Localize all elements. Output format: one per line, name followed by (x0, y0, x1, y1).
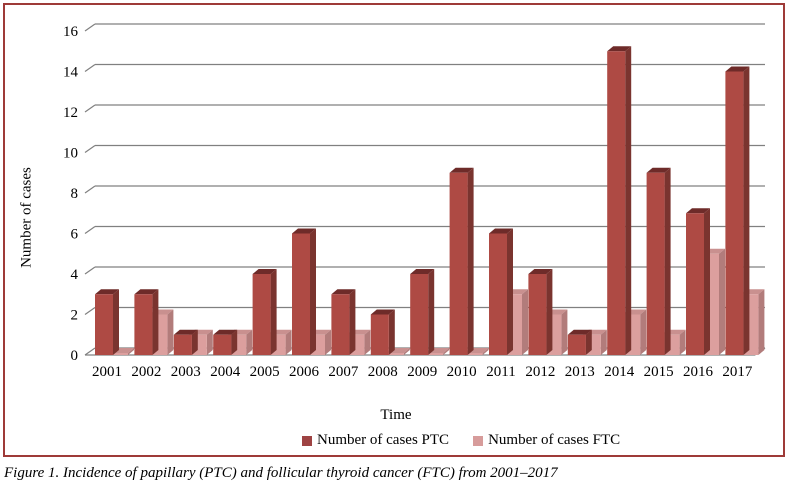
figure-caption: Figure 1. Incidence of papillary (PTC) a… (4, 465, 558, 481)
legend-item-ptc: Number of cases PTC (302, 432, 449, 449)
legend-item-ftc: Number of cases FTC (473, 432, 620, 449)
legend-label-ptc: Number of cases PTC (317, 432, 450, 448)
ftc-legend-swatch-icon (473, 435, 484, 446)
ptc-legend-swatch-icon (302, 435, 312, 446)
x-axis-title: Time (380, 407, 412, 423)
legend-label-ftc: Number of cases FTC (488, 432, 621, 448)
chart-border-frame (3, 3, 785, 457)
chart-legend: Number of cases PTC Number of cases FTC (302, 432, 620, 449)
y-axis-title: Number of cases (18, 167, 35, 268)
